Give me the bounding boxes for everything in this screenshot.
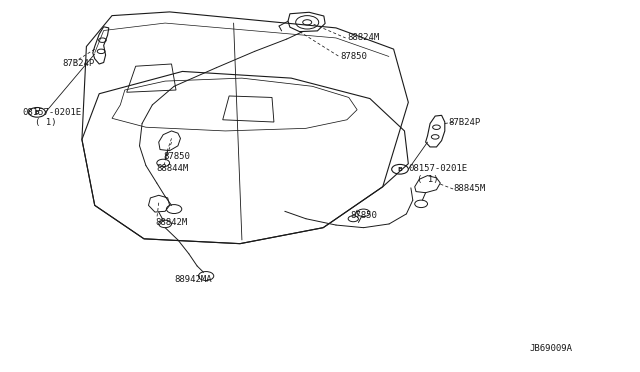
- Text: 87850: 87850: [351, 211, 378, 220]
- Text: ( 1): ( 1): [35, 118, 57, 127]
- Text: 87850: 87850: [163, 153, 190, 161]
- Text: 88824M: 88824M: [347, 33, 379, 42]
- Text: 88844M: 88844M: [157, 164, 189, 173]
- Text: B: B: [397, 167, 403, 172]
- Text: 88942MA: 88942MA: [174, 275, 212, 283]
- Text: 08157-0201E: 08157-0201E: [408, 164, 467, 173]
- Text: JB69009A: JB69009A: [530, 344, 573, 353]
- Text: 08157-0201E: 08157-0201E: [22, 108, 81, 117]
- Text: B: B: [35, 110, 40, 115]
- Text: 87850: 87850: [340, 52, 367, 61]
- Text: 87B24P: 87B24P: [63, 60, 95, 68]
- Text: 88845M: 88845M: [453, 185, 485, 193]
- Text: 88842M: 88842M: [155, 218, 187, 227]
- Text: 87B24P: 87B24P: [448, 118, 480, 126]
- Text: ( 1): ( 1): [417, 175, 439, 184]
